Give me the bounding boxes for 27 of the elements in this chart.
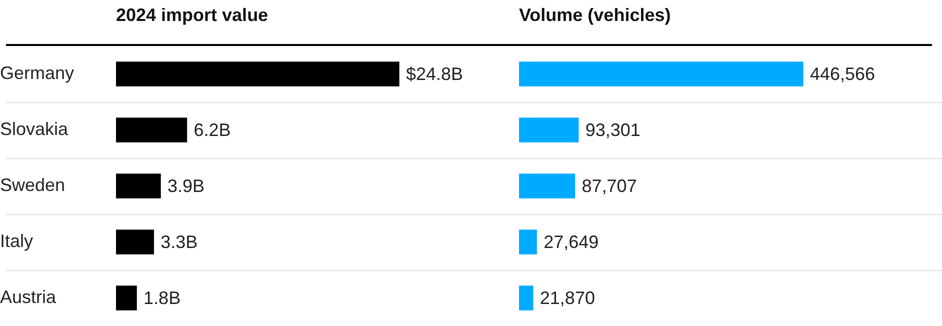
bar — [519, 62, 804, 86]
data-label: 87,707 — [582, 176, 637, 196]
bar — [116, 62, 400, 86]
bar — [519, 286, 534, 310]
bar — [519, 230, 537, 254]
bar — [116, 118, 188, 142]
data-label: 93,301 — [585, 120, 640, 140]
y-tick-label: Germany — [0, 62, 74, 83]
bar — [519, 118, 579, 142]
chart-title: Volume (vehicles) — [519, 5, 671, 26]
bar — [519, 174, 576, 198]
data-label: 446,566 — [810, 64, 876, 84]
y-tick-label: Austria — [0, 286, 58, 307]
data-label: 21,870 — [540, 288, 595, 308]
data-label: 27,649 — [544, 232, 599, 252]
data-label: 1.8B — [144, 288, 181, 308]
data-label: $24.8B — [406, 64, 464, 84]
data-label: 3.3B — [160, 232, 198, 252]
y-tick-label: Sweden — [0, 174, 66, 195]
y-tick-label: Slovakia — [0, 118, 70, 139]
data-label: 3.9B — [168, 176, 205, 196]
bar — [116, 230, 154, 254]
bar — [116, 174, 161, 198]
data-label: 6.2B — [194, 120, 231, 140]
chart-title: 2024 import value — [116, 5, 268, 26]
y-tick-label: Italy — [0, 230, 34, 251]
bar — [116, 286, 137, 310]
